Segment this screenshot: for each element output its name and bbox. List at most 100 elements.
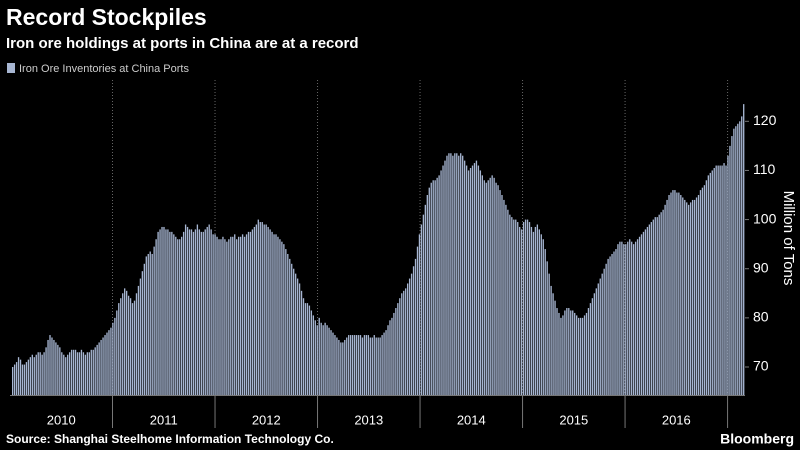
bar <box>699 190 702 395</box>
bar <box>281 241 283 395</box>
bar <box>554 300 556 395</box>
bar <box>149 251 151 395</box>
bar <box>125 290 128 395</box>
legend-swatch <box>7 63 15 73</box>
bar <box>334 335 336 395</box>
bar <box>269 229 271 395</box>
bar <box>346 337 348 395</box>
bar <box>200 231 202 395</box>
bar <box>228 239 230 395</box>
bar <box>587 308 590 395</box>
bar <box>623 244 625 395</box>
bar <box>336 337 338 395</box>
bar <box>255 224 258 395</box>
bar <box>226 241 228 395</box>
bar <box>218 239 220 395</box>
bar <box>263 224 265 395</box>
bar <box>507 209 509 395</box>
bar <box>291 263 293 395</box>
x-tick-label: 2010 <box>47 412 76 427</box>
bar <box>273 234 275 395</box>
bar <box>530 226 533 395</box>
bar <box>564 310 566 395</box>
bar <box>45 347 47 395</box>
bar <box>599 278 601 395</box>
bar <box>74 349 77 395</box>
bar <box>570 310 572 395</box>
bar <box>591 298 594 395</box>
bar <box>188 229 191 395</box>
bar <box>220 239 222 395</box>
bar <box>731 136 733 395</box>
bar <box>365 335 368 395</box>
bar <box>733 128 735 395</box>
bar <box>302 298 305 395</box>
bar <box>646 226 649 395</box>
bar <box>308 305 311 395</box>
bar <box>173 234 175 395</box>
bar <box>47 339 49 395</box>
bar <box>177 239 179 395</box>
bar <box>39 352 41 395</box>
bar <box>660 212 662 395</box>
bar <box>216 236 218 395</box>
bar <box>581 317 584 395</box>
bar <box>94 347 96 395</box>
bar <box>678 192 680 395</box>
bar <box>289 258 291 395</box>
bar <box>515 219 517 395</box>
bar <box>383 332 385 395</box>
bar <box>741 116 743 396</box>
bar <box>485 182 487 395</box>
bar <box>629 239 631 395</box>
bar <box>428 187 430 395</box>
bar <box>298 283 301 395</box>
bar <box>361 337 364 395</box>
bar <box>184 224 187 395</box>
bar <box>25 362 28 395</box>
bar <box>147 253 149 395</box>
bar <box>249 231 252 395</box>
bar <box>78 352 81 395</box>
bar <box>497 185 499 395</box>
bar <box>112 322 114 395</box>
bar <box>737 123 739 396</box>
bar <box>609 256 611 395</box>
bar <box>190 229 193 395</box>
bar <box>701 187 704 395</box>
bar <box>210 229 212 395</box>
bar <box>483 180 485 395</box>
bar <box>127 295 130 395</box>
bar <box>579 317 582 395</box>
bar <box>705 180 708 395</box>
bar <box>332 332 334 395</box>
y-tick-label: 80 <box>753 309 769 325</box>
bar <box>159 229 161 395</box>
bar <box>63 354 65 395</box>
bar <box>652 219 654 395</box>
bar <box>373 335 375 395</box>
bar <box>727 155 729 395</box>
bar <box>86 352 89 395</box>
bar <box>479 170 482 395</box>
bar <box>499 190 501 395</box>
bar <box>353 335 356 395</box>
bar <box>212 234 214 395</box>
bar <box>340 342 342 395</box>
bar <box>169 231 171 395</box>
bar <box>585 312 588 395</box>
bar <box>640 234 643 395</box>
bar <box>19 359 22 395</box>
bar <box>163 226 165 395</box>
bar <box>33 357 35 395</box>
bar <box>243 236 246 395</box>
bar <box>686 202 688 395</box>
bar <box>328 327 330 395</box>
bar <box>395 308 397 395</box>
bar <box>617 244 619 395</box>
bar <box>489 177 491 395</box>
bar <box>387 325 389 395</box>
bar <box>467 170 470 395</box>
bar <box>114 317 116 395</box>
